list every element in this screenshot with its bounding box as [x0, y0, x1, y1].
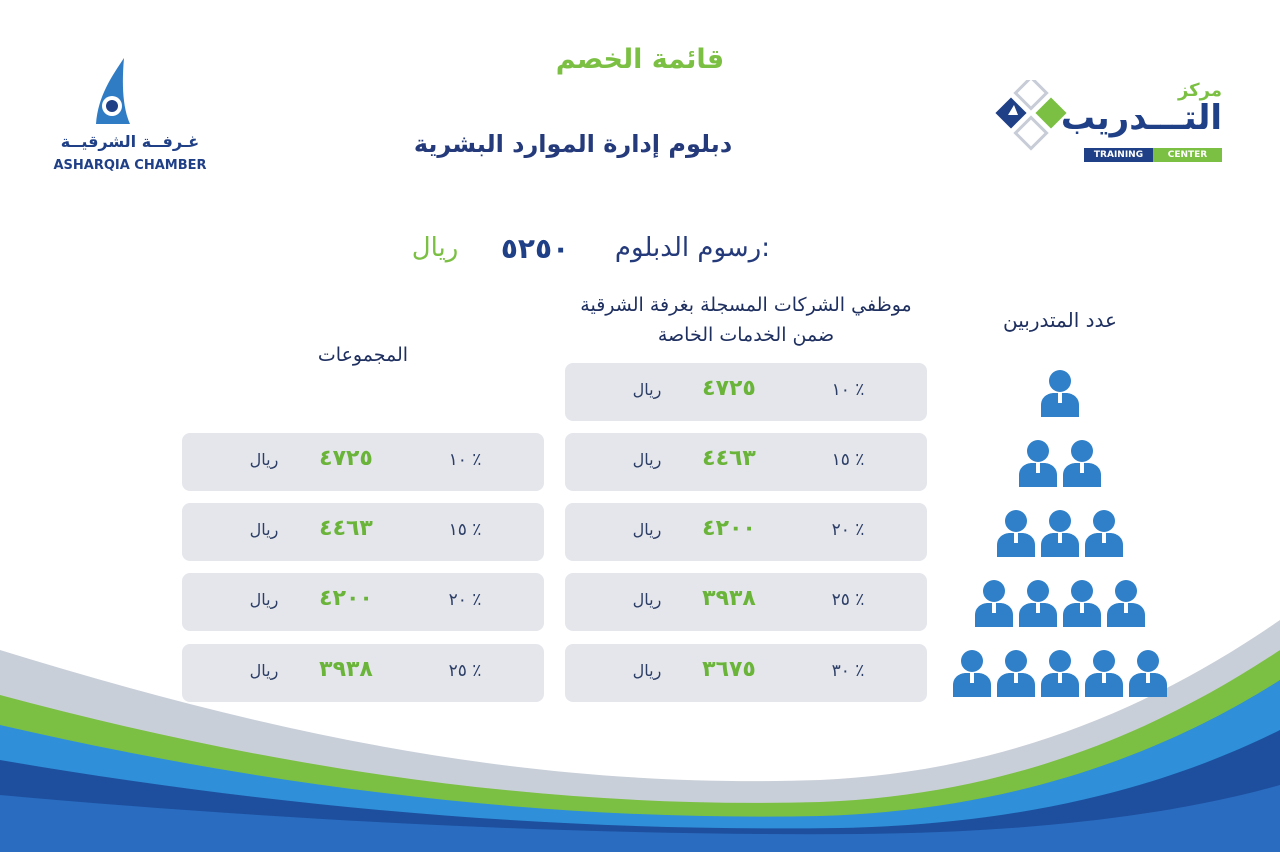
discount-percent: ١٠ ٪	[831, 380, 865, 400]
discount-percent: ٢٠ ٪	[448, 590, 482, 610]
currency-label: ريال	[632, 661, 662, 680]
members-row: ٣٠ ٪ ٣٦٧٥ ريال	[565, 644, 927, 702]
logo-en-training: TRAINING	[1084, 148, 1153, 162]
person-icon	[1128, 649, 1168, 697]
logo-ar-text: غـرفــة الشرقيــة	[60, 132, 200, 151]
person-icon	[1018, 439, 1058, 487]
discounted-amount: ٤٢٠٠	[702, 516, 756, 541]
currency-label: ريال	[249, 450, 279, 469]
discount-percent: ١٥ ٪	[448, 520, 482, 540]
discounted-amount: ٤٤٦٣	[319, 516, 373, 541]
discounted-amount: ٤٢٠٠	[319, 586, 373, 611]
person-icon	[1040, 509, 1080, 557]
discount-percent: ١٠ ٪	[448, 450, 482, 470]
groups-row: ٢٥ ٪ ٣٩٣٨ ريال	[182, 644, 544, 702]
person-icon	[1084, 509, 1124, 557]
page-subtitle: دبلوم إدارة الموارد البشرية	[413, 130, 733, 158]
discount-percent: ١٥ ٪	[831, 450, 865, 470]
discount-percent: ٣٠ ٪	[831, 661, 865, 681]
members-row: ١٥ ٪ ٤٤٦٣ ريال	[565, 433, 927, 491]
fee-currency: ريال	[411, 233, 459, 263]
currency-label: ريال	[632, 520, 662, 539]
person-icon	[1062, 439, 1102, 487]
trainees-pyramid	[940, 365, 1180, 705]
person-icon	[952, 649, 992, 697]
groups-heading: المجموعات	[317, 344, 409, 366]
person-icon	[996, 509, 1036, 557]
decorative-waves	[0, 620, 1280, 852]
diamond-logo-icon	[995, 80, 1067, 151]
logo-en-center: CENTER	[1153, 148, 1222, 162]
members-row: ٢٥ ٪ ٣٩٣٨ ريال	[565, 573, 927, 631]
person-icon	[1018, 579, 1058, 627]
discount-percent: ٢٠ ٪	[831, 520, 865, 540]
discounted-amount: ٤٧٢٥	[319, 446, 373, 471]
person-icon	[996, 649, 1036, 697]
currency-label: ريال	[249, 661, 279, 680]
discount-percent: ٢٥ ٪	[448, 661, 482, 681]
logo-top-text: مركز	[1177, 80, 1222, 101]
members-row: ٢٠ ٪ ٤٢٠٠ ريال	[565, 503, 927, 561]
trainees-heading: عدد المتدربين	[1003, 308, 1117, 332]
person-icon	[1084, 649, 1124, 697]
currency-label: ريال	[632, 380, 662, 399]
person-icon	[1106, 579, 1146, 627]
person-icon	[1040, 649, 1080, 697]
discount-percent: ٢٥ ٪	[831, 590, 865, 610]
groups-row: ٢٠ ٪ ٤٢٠٠ ريال	[182, 573, 544, 631]
currency-label: ريال	[632, 450, 662, 469]
discounted-amount: ٣٩٣٨	[702, 586, 756, 611]
asharqia-chamber-logo: غـرفــة الشرقيــة ASHARQIA CHAMBER	[50, 56, 210, 186]
training-center-logo: مركز التـــدريب TRAINING CENTER	[988, 80, 1228, 170]
person-icon	[1062, 579, 1102, 627]
discounted-amount: ٤٧٢٥	[702, 376, 756, 401]
diploma-fee: رسوم الدبلوم: ٥٢٥٠ ريال	[380, 228, 770, 268]
logo-main-text: التـــدريب	[1060, 98, 1222, 138]
discounted-amount: ٣٦٧٥	[702, 657, 756, 682]
discounted-amount: ٤٤٦٣	[702, 446, 756, 471]
currency-label: ريال	[249, 590, 279, 609]
discounted-amount: ٣٩٣٨	[319, 657, 373, 682]
members-row: ١٠ ٪ ٤٧٢٥ ريال	[565, 363, 927, 421]
groups-row: ١٥ ٪ ٤٤٦٣ ريال	[182, 503, 544, 561]
currency-label: ريال	[632, 590, 662, 609]
currency-label: ريال	[249, 520, 279, 539]
logo-en-text: ASHARQIA CHAMBER	[53, 158, 207, 173]
groups-row: ١٠ ٪ ٤٧٢٥ ريال	[182, 433, 544, 491]
fee-value: ٥٢٥٠	[500, 231, 570, 265]
person-icon	[1040, 369, 1080, 417]
page-title: قائمة الخصم	[555, 44, 725, 75]
person-icon	[974, 579, 1014, 627]
chamber-sail-icon	[96, 58, 130, 124]
fee-label: رسوم الدبلوم:	[614, 233, 770, 263]
members-heading: موظفي الشركات المسجلة بغرفة الشرقية ضمن …	[580, 294, 912, 346]
